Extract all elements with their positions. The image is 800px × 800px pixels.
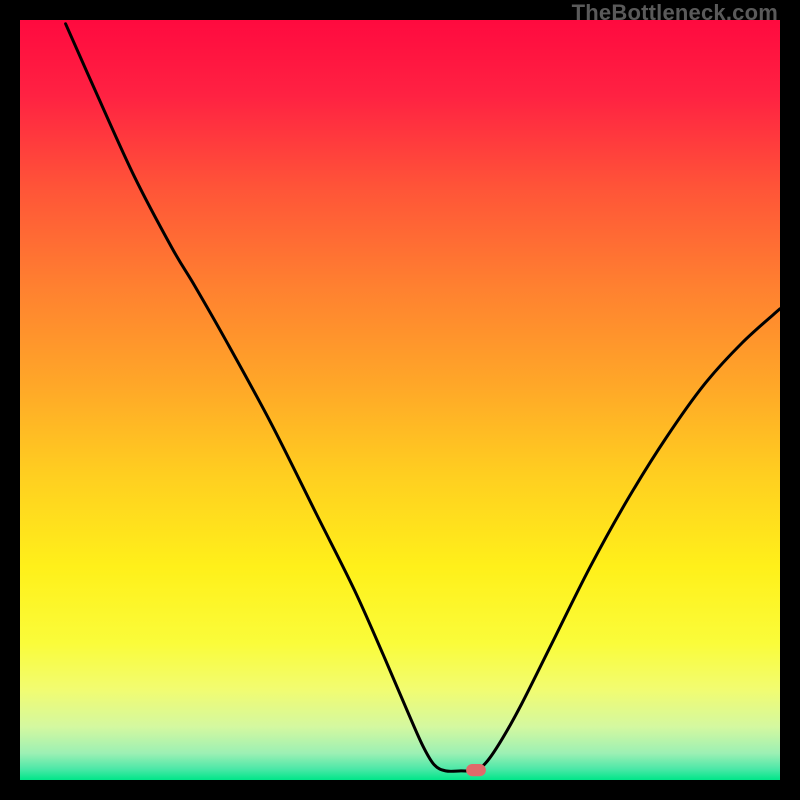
chart-svg: [20, 20, 780, 780]
plot-area: [20, 20, 780, 780]
watermark-text: TheBottleneck.com: [572, 0, 778, 26]
optimal-marker: [466, 764, 486, 776]
heatmap-background: [20, 20, 780, 780]
chart-frame: TheBottleneck.com: [0, 0, 800, 800]
